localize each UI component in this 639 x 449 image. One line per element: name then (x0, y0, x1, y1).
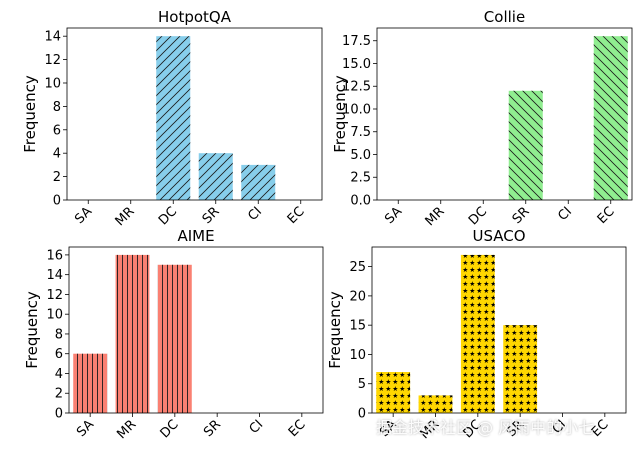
x-tick-label: CI (555, 204, 575, 224)
x-tick-label: MR (114, 417, 139, 442)
y-axis-label: Frequency (21, 75, 39, 153)
axes-frame (376, 27, 633, 201)
y-tick-label: 15.0 (342, 57, 371, 72)
y-tick-label: 0 (53, 194, 61, 209)
x-tick-label: CI (245, 204, 265, 224)
y-axis-label: Frequency (23, 291, 41, 369)
x-tick-label: DC (158, 417, 182, 441)
y-tick-label: 10 (349, 348, 366, 363)
x-tick-label: SA (74, 417, 97, 440)
x-tick-label: MR (423, 204, 448, 229)
bar-hatch (157, 264, 192, 413)
y-tick-label: 10 (46, 308, 63, 323)
bar-hatch (418, 395, 453, 413)
y-tick-label: 12 (46, 288, 63, 303)
bar-hatch (241, 164, 276, 200)
y-tick-label: 8 (53, 100, 61, 115)
y-tick-label: 10 (44, 76, 61, 91)
y-tick-label: 25 (349, 260, 366, 275)
x-tick-label: EC (286, 417, 309, 440)
x-tick-label: MR (113, 204, 138, 229)
y-axis-label: Frequency (331, 75, 349, 153)
chart-panels: 0 2 4 6 8 10 12 14 SA MR DC SR CI EC HotpotQA Frequency… (21, 8, 633, 442)
y-tick-label: 0.0 (350, 194, 371, 209)
y-tick-label: 4 (53, 147, 61, 162)
x-tick-label: CI (247, 417, 267, 437)
y-tick-label: 2 (53, 170, 61, 185)
chart-panel: 0 2 4 6 8 10 12 14 SA MR DC SR CI EC HotpotQA Frequency (21, 8, 323, 229)
y-tick-label: 2.5 (350, 171, 371, 186)
y-tick-label: 16 (46, 248, 63, 263)
x-tick-label: SA (382, 204, 405, 227)
y-tick-label: 17.5 (342, 34, 371, 49)
x-tick-label: DC (466, 204, 490, 228)
watermark-text: 掘金技术社区 @ 风雨中的小七 (376, 418, 595, 437)
y-tick-label: 4 (55, 367, 63, 382)
y-tick-label: 2 (55, 387, 63, 402)
y-tick-label: 7.5 (350, 125, 371, 140)
y-tick-label: 0 (358, 407, 366, 422)
y-tick-label: 12.5 (342, 80, 371, 95)
chart-title: USACO (472, 227, 525, 245)
y-axis-label: Frequency (326, 291, 344, 369)
chart-title: AIME (177, 227, 214, 245)
y-tick-label: 5.0 (350, 148, 371, 163)
chart-panel: 0.0 2.5 5.0 7.5 10.0 12.5 15.0 17.5 SA MR DC SR CI EC… (331, 8, 633, 229)
y-tick-label: 20 (349, 289, 366, 304)
y-tick-label: 14 (46, 268, 63, 283)
x-tick-label: DC (156, 204, 180, 228)
y-tick-label: 0 (55, 407, 63, 422)
bar-hatch (460, 254, 495, 413)
y-tick-label: 6 (53, 123, 61, 138)
bar-hatch (503, 325, 538, 413)
chart-panel: 0 2 4 6 8 10 12 14 16 SA MR DC SR CI EC AIME Frequency (23, 227, 324, 442)
x-tick-label: EC (285, 204, 308, 227)
x-tick-label: SA (72, 204, 95, 227)
x-tick-label: SR (200, 204, 223, 227)
bar-hatch (73, 353, 108, 413)
x-tick-label: SR (201, 417, 224, 440)
y-tick-label: 10.0 (342, 102, 371, 117)
x-tick-label: EC (595, 204, 618, 227)
bar-hatch (156, 36, 191, 200)
y-tick-label: 8 (55, 327, 63, 342)
y-tick-label: 12 (44, 53, 61, 68)
bar-hatch (376, 372, 411, 413)
bar-hatch (508, 90, 543, 200)
chart-title: Collie (484, 8, 525, 26)
x-tick-label: SR (510, 204, 533, 227)
y-tick-label: 15 (349, 319, 366, 334)
axes-frame (66, 27, 323, 201)
y-tick-label: 5 (358, 377, 366, 392)
axes-frame (371, 246, 627, 414)
chart-title: HotpotQA (158, 8, 232, 26)
y-tick-label: 6 (55, 347, 63, 362)
bar-hatch (198, 153, 233, 200)
axes-frame (68, 246, 324, 414)
y-tick-label: 14 (44, 30, 61, 45)
bar-hatch (593, 36, 628, 200)
bar-hatch (115, 254, 150, 413)
